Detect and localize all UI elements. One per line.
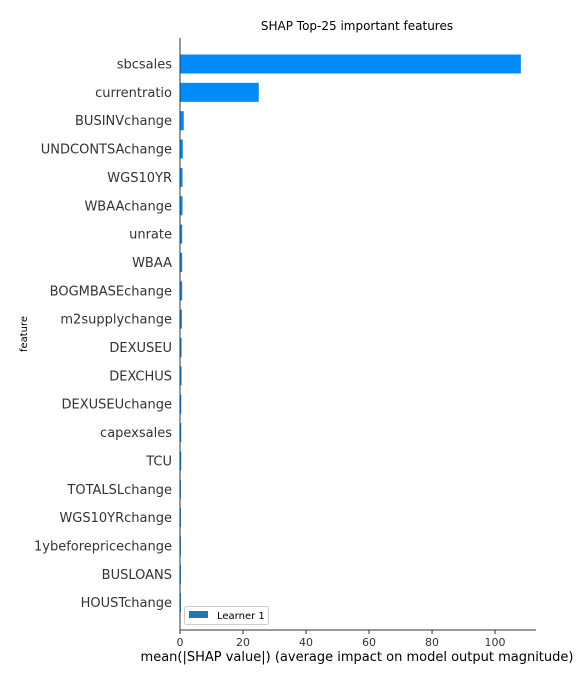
- bars-layer: [180, 54, 521, 613]
- bar-currentratio: [180, 82, 259, 102]
- bar-m2supplychange: [180, 309, 182, 329]
- bar-WBAAchange: [180, 196, 183, 216]
- bar-TCU: [180, 451, 182, 471]
- category-label: 1ybeforepricechange: [34, 539, 172, 554]
- bar-BUSINVchange: [180, 111, 184, 131]
- category-label: BOGMBASEchange: [50, 284, 172, 299]
- bar-capexsales: [180, 423, 182, 443]
- category-label: BUSLOANS: [102, 568, 172, 583]
- x-axis-label: mean(|SHAP value|) (average impact on mo…: [141, 650, 574, 665]
- category-label: WBAAchange: [84, 199, 172, 214]
- x-tick-label: 40: [299, 636, 313, 649]
- bar-sbcsales: [180, 54, 521, 74]
- category-label: UNDCONTSAchange: [41, 143, 172, 158]
- category-label: sbcsales: [117, 58, 173, 73]
- bar-DEXCHUS: [180, 366, 182, 386]
- chart-title: SHAP Top-25 important features: [261, 19, 453, 33]
- bar-WGS10YR: [180, 167, 183, 187]
- x-tick-label: 80: [425, 636, 439, 649]
- x-tick-label: 60: [362, 636, 376, 649]
- category-label: DEXCHUS: [109, 369, 172, 384]
- x-tick-label: 0: [177, 636, 184, 649]
- category-label: WBAA: [132, 256, 172, 271]
- category-label: WGS10YR: [107, 171, 172, 186]
- category-labels: sbcsales currentratio BUSINVchange UNDCONTS…: [34, 58, 172, 612]
- x-tick-label: 100: [485, 636, 506, 649]
- bar-unrate: [180, 224, 183, 244]
- bar-WBAA: [180, 252, 183, 272]
- bar-DEXUSEU: [180, 338, 182, 357]
- category-label: WGS10YRchange: [59, 511, 172, 526]
- category-label: TOTALSLchange: [66, 483, 172, 498]
- axes: 0 20 40 60 80 100: [177, 38, 536, 649]
- legend-label: Learner 1: [217, 611, 265, 622]
- legend: Learner 1: [184, 606, 269, 625]
- category-label: BUSINVchange: [75, 114, 172, 129]
- bar-UNDCONTSAchange: [180, 139, 183, 159]
- x-tick-label: 20: [236, 636, 250, 649]
- category-label: m2supplychange: [60, 313, 172, 328]
- category-label: TCU: [145, 454, 172, 469]
- category-label: unrate: [129, 228, 172, 243]
- bar-BOGMBASEchange: [180, 281, 183, 301]
- legend-swatch: [189, 611, 208, 618]
- category-label: DEXUSEUchange: [62, 398, 172, 413]
- bar-DEXUSEUchange: [180, 394, 182, 414]
- category-label: capexsales: [100, 426, 172, 441]
- y-axis-label: feature: [19, 316, 30, 352]
- category-label: DEXUSEU: [109, 341, 172, 356]
- category-label: HOUSTchange: [81, 596, 172, 611]
- category-label: currentratio: [95, 86, 172, 101]
